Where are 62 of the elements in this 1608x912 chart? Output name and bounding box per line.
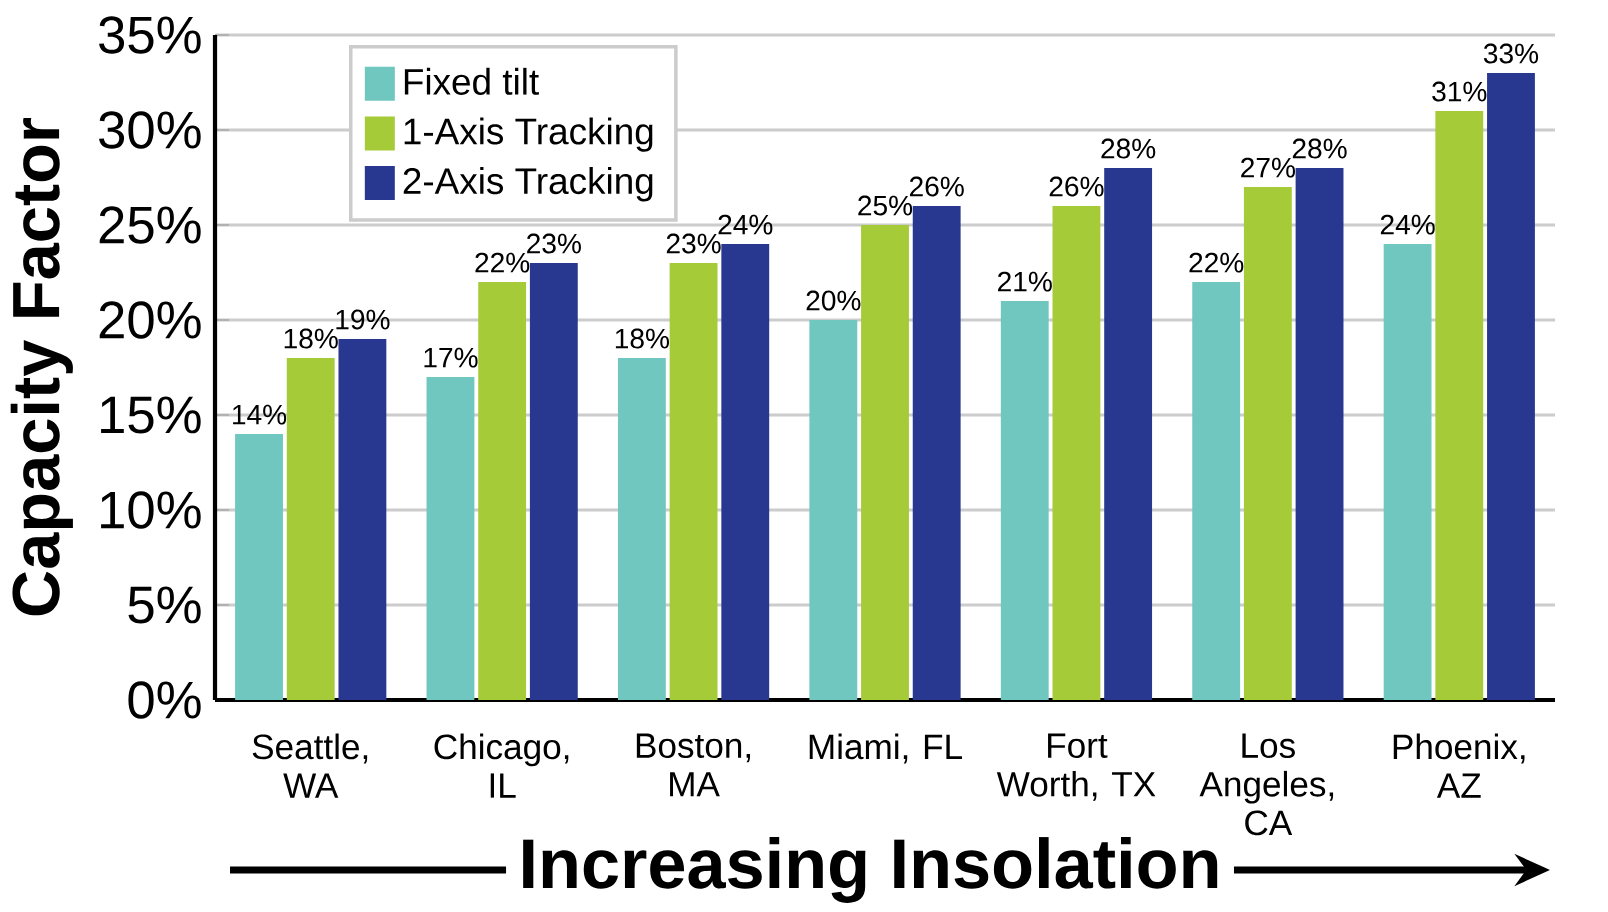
data-label: 24% [718,214,773,235]
y-tick-label: 30% [99,111,201,149]
data-label: 20% [806,290,861,311]
x-tick-label: Miami, FL [809,733,962,764]
data-label: 19% [336,309,390,330]
x-tick-label: Chicago, IL [434,733,569,798]
legend-label: 2-Axis Tracking [403,167,653,202]
data-label: 33% [1483,43,1539,64]
bar [721,244,770,700]
bar [1295,168,1344,700]
data-label: 27% [1241,157,1295,178]
data-label: 18% [284,328,338,349]
bar [1243,187,1292,700]
data-label: 21% [998,271,1052,292]
legend-label: 1-Axis Tracking [404,117,653,152]
bar [1000,301,1049,700]
bar [617,358,666,700]
bar [235,434,283,700]
data-label: 23% [527,233,581,254]
data-label: 26% [1049,176,1104,197]
y-tick-label: 25% [99,206,201,244]
y-tick-label: 35% [99,16,201,54]
bar [426,377,475,700]
x-axis-title: Increasing Insolation [523,837,1218,903]
bar [1435,111,1484,700]
bar [912,206,961,700]
bar [478,282,527,700]
x-tick-label: Los Angeles, CA [1199,733,1334,836]
bar [861,225,909,700]
y-axis-title: Capacity Factor [10,118,73,616]
data-label: 26% [909,176,964,197]
data-label: 28% [1101,138,1156,159]
data-label: 18% [615,328,669,349]
bar [669,263,718,700]
bar [1052,206,1101,700]
x-tick-label: Boston, MA [636,733,751,797]
x-tick-label: Phoenix, AZ [1393,733,1525,798]
data-label: 22% [475,252,530,273]
bar [286,358,335,700]
data-label: 14% [233,404,287,425]
data-label: 22% [1189,252,1244,273]
data-label: 28% [1292,138,1347,159]
x-tick-label: Fort Worth, TX [996,733,1156,801]
bar [338,339,387,700]
y-tick-label: 0% [128,681,201,719]
bar [1192,282,1241,700]
y-tick-label: 20% [99,301,201,339]
y-tick-label: 5% [128,586,201,624]
legend-label: Fixed tilt [404,67,539,95]
y-tick-label: 10% [101,491,201,529]
bar [1104,168,1153,700]
data-label: 17% [424,347,478,368]
bar [1487,73,1535,700]
data-label: 31% [1432,81,1487,102]
data-label: 23% [666,233,721,254]
data-label: 25% [858,195,913,216]
bar [809,320,858,700]
bar [1383,244,1432,700]
data-label: 24% [1380,214,1435,235]
y-tick-label: 15% [101,396,201,434]
bar [529,263,578,700]
x-tick-label: Seattle, WA [252,733,368,798]
